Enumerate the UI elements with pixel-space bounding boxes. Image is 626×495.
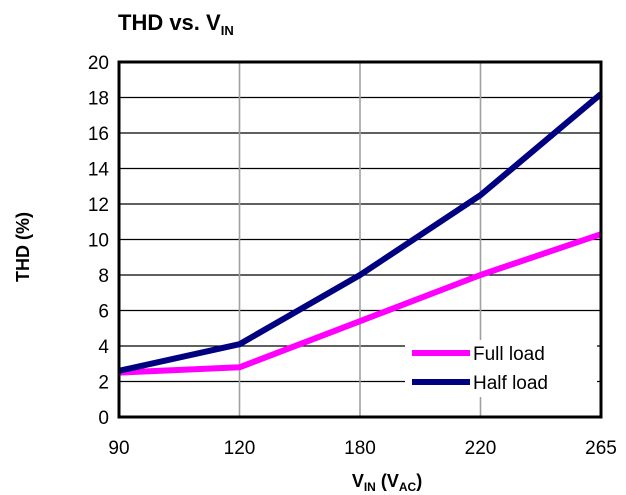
y-tick-label: 2 bbox=[98, 373, 109, 394]
y-axis-title: THD (%) bbox=[13, 212, 33, 282]
y-tick-label: 6 bbox=[98, 302, 109, 323]
series-lines bbox=[118, 91, 603, 376]
legend: Full load Half load bbox=[405, 340, 597, 397]
y-tick-label: 8 bbox=[98, 266, 109, 287]
x-axis-title-v-sub: IN bbox=[364, 480, 376, 494]
x-axis-title-close: ) bbox=[416, 471, 422, 491]
x-tick-label: 180 bbox=[344, 438, 376, 459]
legend-box bbox=[405, 340, 597, 397]
x-axis-title-ac-sub: AC bbox=[399, 480, 417, 494]
chart-title-main: THD vs. V bbox=[118, 10, 221, 35]
y-tick-label: 10 bbox=[88, 231, 109, 252]
plot-frame bbox=[117, 60, 603, 419]
y-tick-label: 14 bbox=[88, 160, 110, 181]
grid-lines bbox=[119, 62, 601, 417]
y-tick-label: 4 bbox=[98, 337, 109, 358]
y-tick-label: 18 bbox=[88, 89, 109, 110]
x-tick-label: 220 bbox=[465, 438, 497, 459]
y-tick-label: 0 bbox=[98, 408, 109, 429]
y-tick-label: 12 bbox=[88, 195, 109, 216]
x-axis-title-open: (V bbox=[376, 471, 399, 491]
x-tick-label: 265 bbox=[585, 438, 617, 459]
legend-label: Full load bbox=[473, 344, 545, 365]
chart-title-sub: IN bbox=[221, 23, 234, 38]
chart-title: THD vs. VIN bbox=[118, 10, 234, 38]
x-axis-title-v: V bbox=[352, 471, 364, 491]
legend-label: Half load bbox=[473, 373, 548, 394]
y-tick-label: 16 bbox=[88, 124, 109, 145]
y-tick-label: 20 bbox=[88, 53, 109, 74]
tick-labels: 0 2 4 6 8 10 12 14 16 18 20 90 120 180 220 265 bbox=[88, 53, 617, 459]
x-axis-title: VIN (VAC) bbox=[352, 471, 422, 494]
x-tick-label: 120 bbox=[224, 438, 256, 459]
x-tick-label: 90 bbox=[108, 438, 129, 459]
